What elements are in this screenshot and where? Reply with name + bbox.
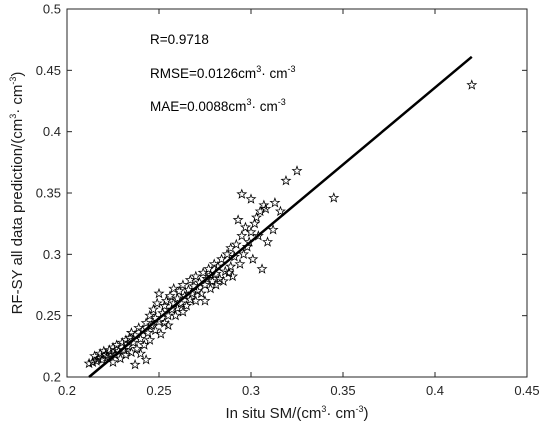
data-point-star	[238, 248, 250, 259]
data-point-star	[251, 211, 262, 223]
y-axis: 0.2 0.25 0.3 0.35 0.4 0.45 0.5	[36, 2, 527, 385]
data-point-star	[228, 251, 240, 262]
y-tick-label: 0.45	[36, 63, 61, 78]
y-tick-label: 0.2	[43, 370, 61, 385]
x-axis: 0.2 0.25 0.3 0.35 0.4 0.45	[58, 9, 540, 398]
data-point-star	[120, 334, 132, 345]
data-point-star	[173, 285, 185, 296]
data-point-star	[328, 192, 340, 203]
data-point-star	[184, 293, 196, 305]
data-point-star	[247, 253, 259, 264]
data-point-star	[252, 230, 264, 241]
data-point-star	[159, 300, 170, 311]
y-tick-label: 0.4	[43, 124, 61, 139]
x-axis-label: In situ SM/(cm3· cm-3)	[225, 404, 368, 422]
data-point-star	[230, 238, 242, 250]
x-tick-label: 0.2	[58, 383, 76, 398]
data-point-star	[227, 270, 239, 282]
data-point-star	[236, 230, 248, 241]
x-tick-label: 0.35	[330, 383, 355, 398]
data-point-star	[240, 221, 251, 233]
data-point-star	[232, 214, 244, 225]
data-point-star	[153, 287, 165, 299]
data-point-star	[195, 287, 207, 299]
x-tick-label: 0.4	[426, 383, 444, 398]
data-point-star	[199, 295, 211, 306]
data-point-star	[249, 217, 261, 229]
y-tick-label: 0.35	[36, 186, 61, 201]
data-point-star	[151, 297, 163, 309]
annotation-r: R=0.9718	[150, 32, 209, 47]
data-point-star	[155, 328, 167, 339]
data-point-star	[234, 258, 246, 269]
x-tick-label: 0.3	[242, 383, 260, 398]
data-point-star	[181, 300, 193, 311]
plot-area	[66, 8, 528, 378]
data-point-star	[162, 319, 174, 331]
fit-line	[88, 55, 473, 378]
data-point-star	[245, 193, 257, 204]
data-point-star	[217, 275, 229, 286]
data-point-star	[170, 309, 182, 321]
data-point-star	[225, 260, 237, 272]
data-point-star	[107, 341, 119, 353]
data-point-star	[140, 317, 152, 328]
x-tick-label: 0.25	[146, 383, 171, 398]
data-point-star	[221, 248, 233, 259]
data-point-star	[149, 324, 161, 336]
data-point-star	[116, 336, 128, 348]
y-tick-label: 0.25	[36, 308, 61, 323]
data-point-star	[135, 347, 147, 359]
y-axis-label: RF-SY all data prediction/(cm3· cm-3)	[8, 72, 26, 315]
data-point-star	[245, 226, 257, 237]
data-point-star	[260, 203, 272, 214]
data-point-star	[94, 347, 106, 359]
data-point-star	[144, 334, 156, 345]
x-tick-label: 0.45	[514, 383, 539, 398]
data-point-star	[168, 282, 180, 294]
data-point-star	[256, 263, 268, 274]
data-point-star	[241, 241, 253, 252]
data-point-star	[160, 295, 172, 306]
data-point-star	[262, 236, 274, 247]
data-point-star	[291, 165, 303, 176]
data-point-star	[236, 188, 248, 199]
data-point-star	[280, 174, 292, 186]
data-point-star	[140, 354, 152, 365]
data-point-star	[267, 224, 279, 235]
annotation-mae: MAE=0.0088cm3· cm-3	[150, 97, 286, 114]
data-point-star	[83, 357, 95, 369]
data-point-star	[164, 290, 176, 301]
data-point-star	[148, 303, 159, 315]
data-point-star	[129, 358, 141, 370]
y-tick-label: 0.3	[43, 247, 61, 262]
data-point-star	[171, 292, 183, 304]
data-point-star	[190, 295, 202, 306]
data-point-star	[146, 319, 158, 331]
data-point-star	[269, 197, 281, 208]
data-point-star	[190, 270, 202, 282]
data-point-star	[177, 279, 189, 290]
data-point-star	[210, 279, 222, 290]
data-point-star	[177, 306, 189, 317]
data-point-star	[131, 343, 143, 354]
annotation-rmse: RMSE=0.0126cm3· cm-3	[150, 64, 295, 81]
data-point-star	[144, 309, 156, 321]
data-point-star	[274, 205, 286, 217]
y-tick-label: 0.5	[43, 2, 61, 17]
data-point-star	[466, 79, 478, 90]
